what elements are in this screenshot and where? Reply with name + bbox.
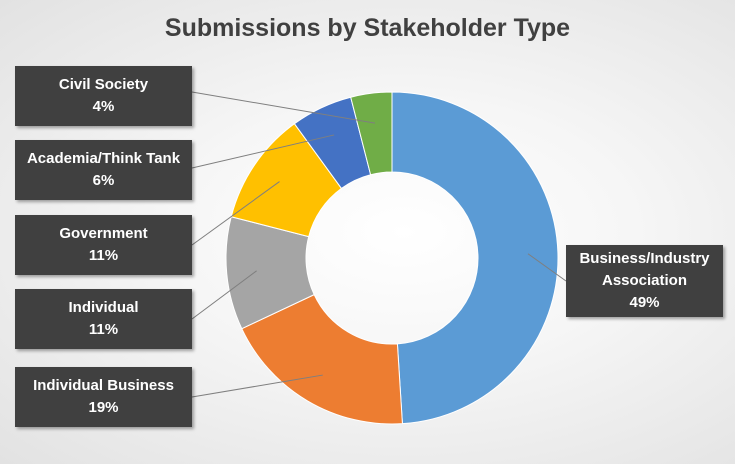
data-label: Individual Business 19% [15, 367, 192, 427]
data-label: Civil Society 4% [15, 66, 192, 126]
data-label-category: Individual [68, 299, 139, 316]
data-label: Academia/Think Tank 6% [15, 140, 192, 200]
data-label-value: 6% [92, 172, 115, 189]
leader-line [191, 91, 376, 124]
data-label-value: 19% [88, 399, 119, 416]
slice-individual-business [241, 293, 403, 425]
data-label: Government 11% [15, 215, 192, 275]
data-label-category: Academia/Think Tank [26, 150, 181, 167]
data-label-value: 11% [88, 321, 119, 338]
leader-line [191, 270, 257, 320]
data-label-category: Government [59, 225, 148, 242]
data-label-category: Civil Society [58, 76, 149, 93]
data-label-category: Association [601, 272, 688, 289]
data-label: Business/Industry Association 49% [566, 245, 723, 317]
data-label: Individual 11% [15, 289, 192, 349]
slice-civil-society [350, 91, 393, 176]
data-label-value: 4% [92, 98, 115, 115]
leader-line [527, 253, 567, 282]
slice-business-industry-association [391, 91, 559, 425]
leader-line [191, 181, 280, 246]
data-label-category: Individual Business [33, 377, 174, 394]
data-label-category: Business/Industry [579, 250, 710, 267]
leader-line [191, 374, 323, 398]
chart-title: Submissions by Stakeholder Type [164, 14, 571, 42]
leader-line [191, 134, 335, 169]
data-label-value: 49% [629, 294, 660, 311]
data-label-value: 11% [88, 247, 119, 264]
